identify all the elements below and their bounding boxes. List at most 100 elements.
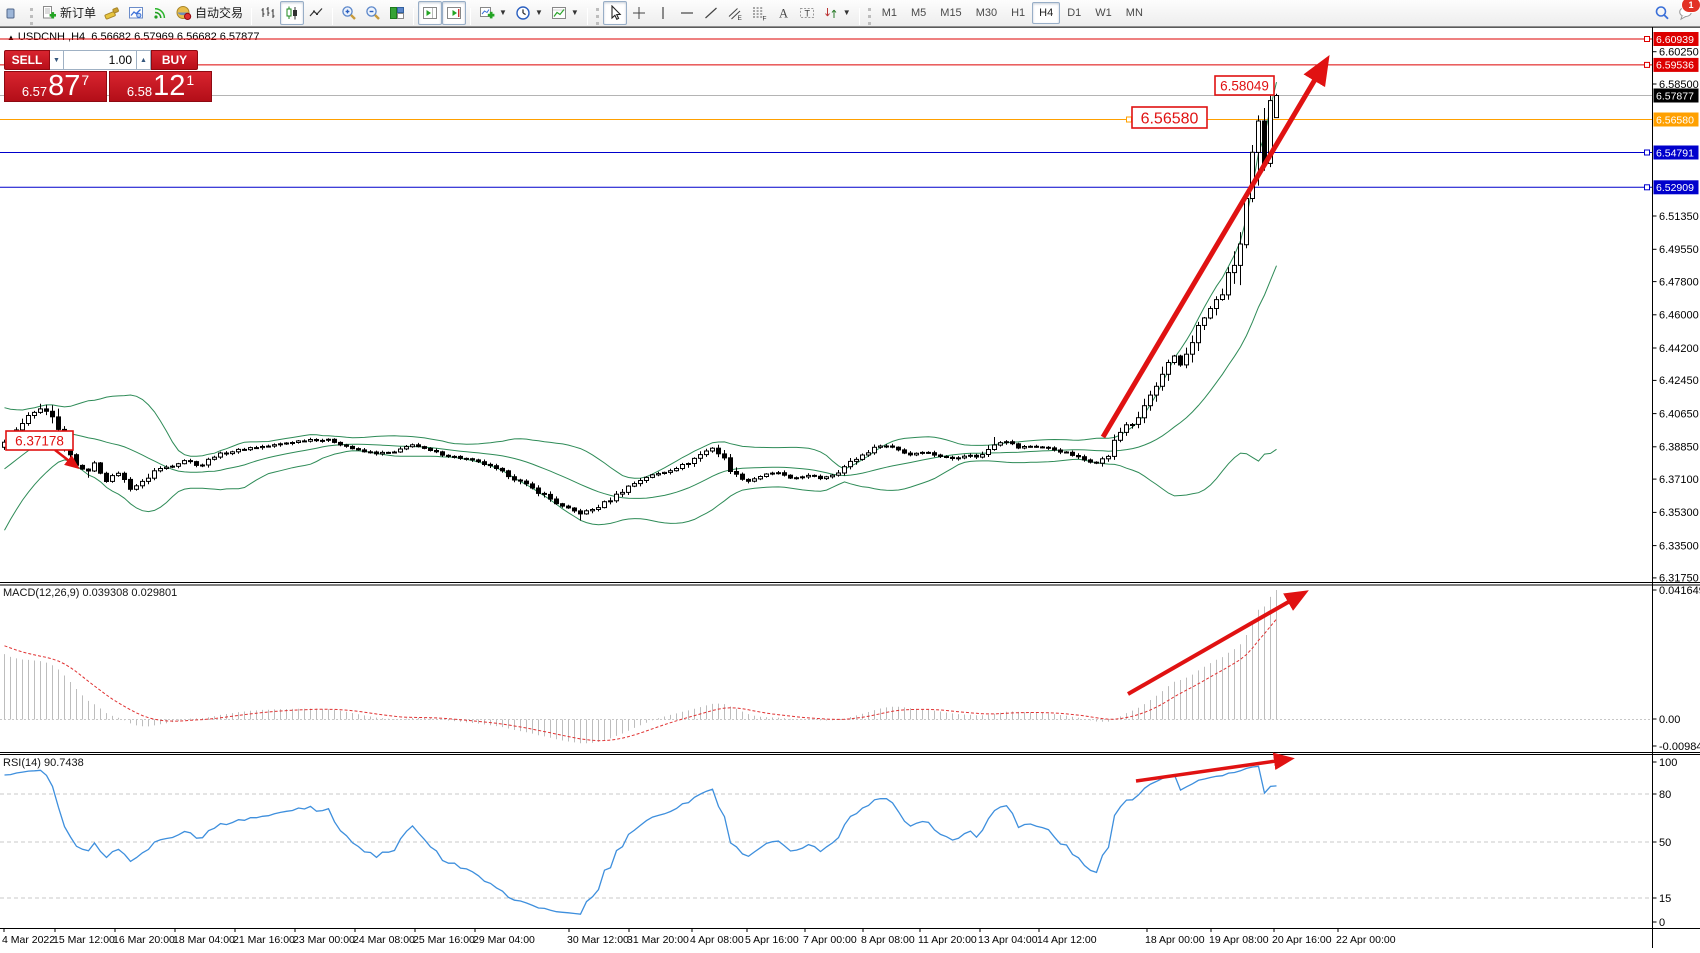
fibonacci-button[interactable]: F (747, 1, 771, 25)
sell-button[interactable]: SELL (4, 50, 50, 70)
bars-icon (260, 5, 276, 21)
svg-text:A: A (779, 6, 788, 20)
svg-text:6.56580: 6.56580 (1141, 110, 1199, 127)
chart-window-icon (128, 5, 144, 21)
arrows-button[interactable]: ▼ (819, 1, 855, 25)
price-annotation-label[interactable]: 6.37178 (6, 431, 73, 450)
periods-button[interactable]: ▼ (511, 1, 547, 25)
crosshair-button[interactable] (627, 1, 651, 25)
buy-price-main: 12 (153, 74, 185, 100)
line-handle[interactable] (1645, 185, 1650, 190)
timeframe-h1-button[interactable]: H1 (1004, 2, 1032, 24)
timeframe-w1-button[interactable]: W1 (1088, 2, 1119, 24)
vline-icon (655, 5, 671, 21)
buy-price-box[interactable]: 6.58 12 1 (109, 71, 212, 102)
tile-windows-button[interactable] (385, 1, 409, 25)
line-icon (308, 5, 324, 21)
toolbar-separator (413, 8, 414, 25)
svg-text:6.49550: 6.49550 (1659, 244, 1699, 256)
cursor-button[interactable] (603, 1, 627, 25)
svg-text:6.54791: 6.54791 (1656, 147, 1694, 159)
svg-text:15: 15 (1659, 893, 1671, 905)
volume-decrease-spinner[interactable]: ▼ (50, 50, 64, 70)
svg-text:29 Mar 04:00: 29 Mar 04:00 (473, 934, 535, 946)
timeframe-m1-button[interactable]: M1 (875, 2, 904, 24)
svg-text:6.42450: 6.42450 (1659, 375, 1699, 387)
search-icon (1654, 5, 1670, 21)
chevron-down-icon: ▼ (571, 8, 579, 17)
equidistant-channel-button[interactable]: E (723, 1, 747, 25)
text-label-button[interactable]: T (795, 1, 819, 25)
notifications-button[interactable]: 1 (1674, 1, 1698, 25)
auto-trading-button[interactable]: 自动交易 (172, 1, 247, 25)
menu-fragment-button[interactable] (2, 1, 26, 25)
vertical-line-button[interactable] (651, 1, 675, 25)
price-annotation-label[interactable]: 6.56580 (1132, 107, 1207, 128)
timeframe-mn-button[interactable]: MN (1119, 2, 1150, 24)
new-order-button[interactable]: 新订单 (37, 1, 100, 25)
arrows-icon (823, 5, 839, 21)
timeframe-d1-button[interactable]: D1 (1060, 2, 1088, 24)
chart-shift-button[interactable] (418, 1, 442, 25)
timeframe-h4-button[interactable]: H4 (1032, 2, 1060, 24)
styler-button[interactable] (100, 1, 124, 25)
trend-arrow[interactable] (1136, 759, 1290, 781)
line-handle[interactable] (1645, 150, 1650, 155)
templates-button[interactable]: ▼ (547, 1, 583, 25)
svg-text:5 Apr 16:00: 5 Apr 16:00 (745, 934, 799, 946)
toolbar-drag-handle (30, 8, 33, 25)
horizontal-line-button[interactable] (675, 1, 699, 25)
hline-icon (679, 5, 695, 21)
timeframe-m30-button[interactable]: M30 (969, 2, 1004, 24)
chevron-down-icon: ▼ (843, 8, 851, 17)
open-chart-button[interactable] (124, 1, 148, 25)
svg-text:13 Apr 04:00: 13 Apr 04:00 (978, 934, 1038, 946)
candle-chart-mode-button[interactable] (280, 1, 304, 25)
buy-price-pip: 1 (186, 73, 194, 87)
line-chart-mode-button[interactable] (304, 1, 328, 25)
sell-price-box[interactable]: 6.57 87 7 (4, 71, 107, 102)
line-handle[interactable] (1645, 37, 1650, 42)
svg-text:6.35300: 6.35300 (1659, 507, 1699, 519)
candles-icon (284, 5, 300, 21)
signals-button[interactable] (148, 1, 172, 25)
timeframe-m5-button[interactable]: M5 (904, 2, 933, 24)
toolbar-separator (470, 8, 471, 25)
auto-scroll-button[interactable] (442, 1, 466, 25)
tiles-icon (389, 5, 405, 21)
volume-input[interactable] (64, 50, 137, 70)
bar-chart-mode-button[interactable] (256, 1, 280, 25)
svg-text:6.59536: 6.59536 (1656, 60, 1694, 72)
timeframe-m15-button[interactable]: M15 (933, 2, 968, 24)
svg-text:0.00: 0.00 (1659, 714, 1680, 726)
indicators-button[interactable]: ▼ (475, 1, 511, 25)
line-handle[interactable] (1645, 62, 1650, 67)
svg-text:0.041649: 0.041649 (1659, 585, 1700, 597)
svg-text:6.60939: 6.60939 (1656, 34, 1694, 46)
add-chart-icon (479, 5, 495, 21)
line-handle[interactable] (1127, 117, 1132, 122)
svg-text:8 Apr 08:00: 8 Apr 08:00 (861, 934, 915, 946)
svg-text:14 Apr 12:00: 14 Apr 12:00 (1037, 934, 1097, 946)
svg-text:6.40650: 6.40650 (1659, 408, 1699, 420)
fibo-icon: F (751, 5, 767, 21)
zoom-out-icon (365, 5, 381, 21)
price-annotation-label[interactable]: 6.58049 (1215, 76, 1274, 95)
search-button[interactable] (1650, 1, 1674, 25)
svg-text:23 Mar 00:00: 23 Mar 00:00 (293, 934, 355, 946)
trendline-button[interactable] (699, 1, 723, 25)
svg-text:6.52909: 6.52909 (1656, 182, 1694, 194)
volume-increase-spinner[interactable]: ▲ (137, 50, 151, 70)
svg-text:T: T (804, 8, 810, 18)
sell-price-prefix: 6.57 (22, 85, 47, 98)
svg-text:-0.009848: -0.009848 (1659, 741, 1700, 753)
trend-arrow[interactable] (55, 450, 77, 467)
zoom-out-button[interactable] (361, 1, 385, 25)
buy-button[interactable]: BUY (151, 50, 198, 70)
text-button[interactable]: A (771, 1, 795, 25)
zoom-in-button[interactable] (337, 1, 361, 25)
notification-badge: 1 (1681, 0, 1700, 13)
